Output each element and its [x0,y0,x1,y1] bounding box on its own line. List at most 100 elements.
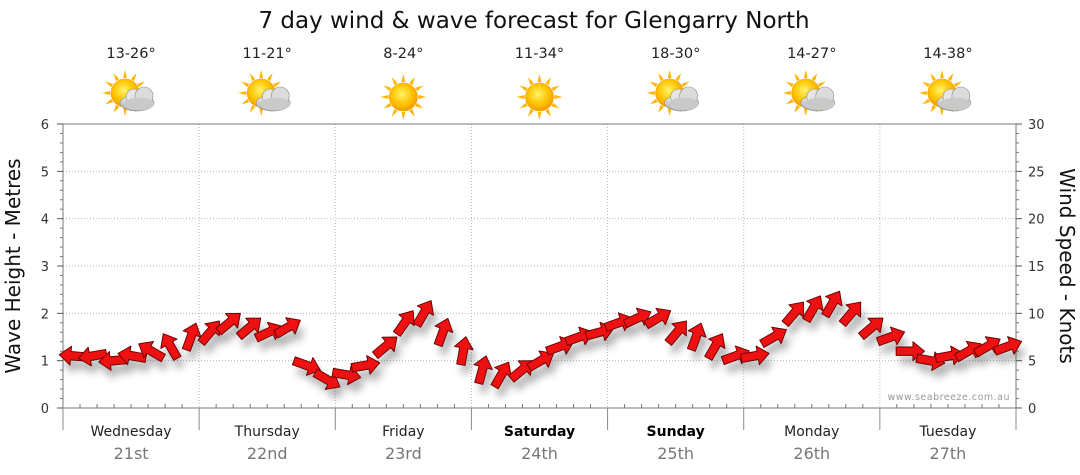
temperature-label: 14-38° [923,46,972,62]
temperature-label: 18-30° [651,46,700,62]
sun-ray [380,95,389,99]
y-right-tick-label: 15 [1028,260,1045,275]
wind-arrow [993,336,1023,356]
y-left-tick-label: 0 [41,402,49,417]
sun-ray [667,107,672,116]
wind-arrow-shadow [825,300,846,327]
sunny-icon [516,74,563,120]
sun-ray [130,73,137,82]
sun-ray [415,102,424,109]
wind-arrow [412,300,435,328]
sun-ray [794,104,801,113]
wind-arrow-shadow [669,330,691,355]
temperature-label: 11-21° [243,46,292,62]
sun-ray [391,77,398,86]
sun-ray [105,81,114,88]
wind-arrow [181,322,202,352]
y-axis-left-title: Wave Height - Metres [1,158,25,373]
y-right-tick-label: 30 [1028,118,1045,133]
sun-ray [646,91,655,95]
temperature-label: 8-24° [383,46,423,62]
sun-ray [238,91,247,95]
date-label: 22nd [247,444,288,463]
wind-arrow [235,317,262,340]
sun-ray [930,73,937,82]
cloud-shape [664,86,699,112]
y-right-tick-label: 5 [1028,355,1036,370]
sun-ray [528,108,534,117]
sun-ray [123,107,128,116]
sun-ray [123,70,128,79]
sun-ray [249,73,256,82]
date-label: 23rd [385,444,422,463]
sun-ray [939,107,944,116]
weather-row: 13-26° 11-21° 8-24° 11-34° 18-30° 14-27° 14-38… [102,46,973,120]
wind-arrow [802,295,824,323]
sun-ray [551,102,560,109]
temperature-label: 14-27° [787,46,836,62]
sun-ray [259,70,264,79]
wind-arrows [58,290,1023,390]
y-axis-right: 0 5 10 15 20 25 30 [1016,118,1045,417]
wind-arrow [138,340,166,363]
day-label: Sunday [647,424,705,440]
sun-ray [667,70,672,79]
wind-arrow-shadow [530,359,558,381]
sun-ray [551,85,560,92]
sun-ray [922,98,931,105]
sun-ray [391,108,398,117]
sun-ray [545,108,551,117]
sun-ray [401,74,406,83]
cloud-shape [936,86,972,112]
sun-ray [383,85,392,92]
wind-arrow [622,307,652,329]
sun-ray [528,77,534,86]
partly-cloudy-icon [782,70,836,116]
sun-ray [675,73,682,82]
sun-ray [401,111,406,120]
sun-ray [102,91,111,95]
wind-arrow-shadow [648,317,675,338]
sun-ray [681,81,690,88]
wind-arrow [490,361,512,390]
sun-disc [389,82,418,112]
sun-ray [519,85,528,92]
y-axis-right-title: Wind Speed - Knots [1055,168,1079,364]
partly-cloudy-icon [102,70,155,116]
sun-ray [554,95,563,99]
sun-disc [525,82,554,112]
sun-ray [817,81,826,88]
wind-arrow [372,336,398,359]
sun-ray [519,102,528,109]
day-label: Tuesday [918,424,976,440]
sun-ray [537,74,542,83]
wind-arrow-shadow [708,342,729,370]
wind-arrow-shadows [63,300,1026,399]
wind-arrow-shadow [786,311,808,336]
cloud-shape [255,86,291,112]
wind-arrow-shadow [763,336,791,357]
wind-arrow [392,310,415,337]
day-label: Wednesday [91,424,172,440]
wind-arrow-shadow [744,355,774,374]
wind-arrow [215,312,241,336]
partly-cloudy-icon [238,70,291,116]
temperature-label: 13-26° [106,46,155,62]
wind-arrow-shadow [843,311,865,336]
wind-arrow [454,336,474,366]
wind-arrow-shadow [219,322,245,344]
wind-arrow [473,355,493,385]
y-right-tick-label: 25 [1028,165,1045,180]
wind-arrow-shadow [512,369,538,392]
sun-ray [649,81,658,88]
sun-ray [409,108,415,117]
sun-ray [947,73,954,82]
sun-ray [649,98,658,105]
y-left-tick-label: 5 [41,165,49,180]
wind-arrow [759,326,787,348]
wind-arrow [686,322,707,352]
sun-ray [922,81,931,88]
sun-ray [516,95,525,99]
cloud-shape [800,86,836,112]
wind-arrow [291,356,321,376]
